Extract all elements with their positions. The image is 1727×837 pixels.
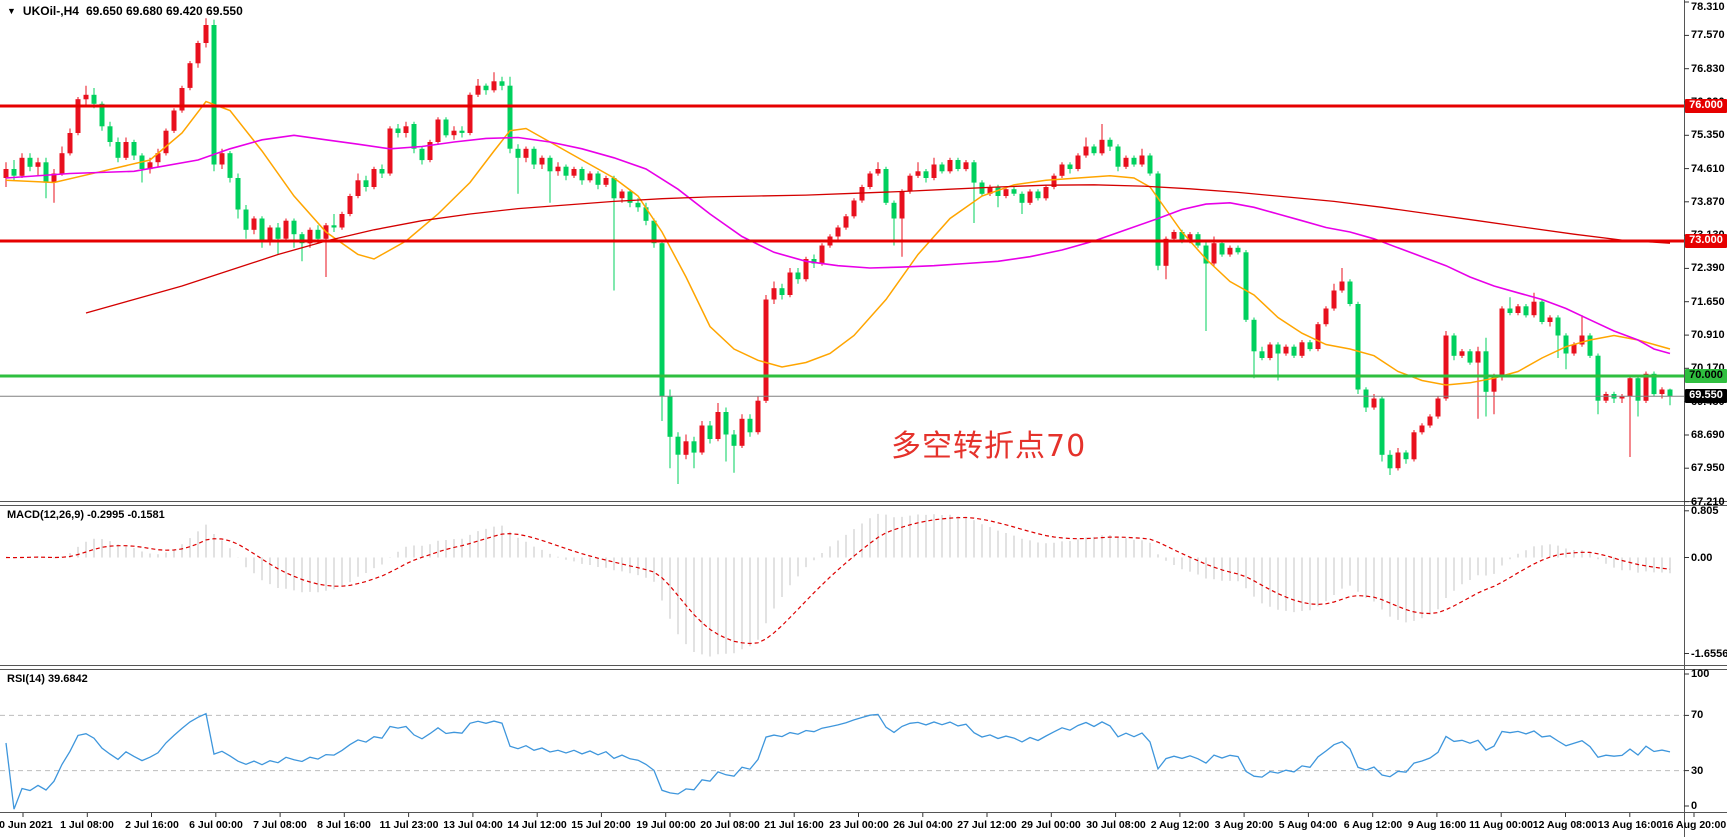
price-badge: 69.550 bbox=[1685, 389, 1727, 403]
time-tick-label: 16 Aug 20:00 bbox=[1661, 819, 1727, 831]
fast-ma-orange bbox=[5, 100, 1671, 386]
time-tick-label: 12 Aug 08:00 bbox=[1532, 819, 1598, 831]
time-tick-label: 19 Jul 00:00 bbox=[636, 819, 696, 831]
slow-ma-red bbox=[85, 184, 1671, 314]
price-tick-label: 70.910 bbox=[1691, 329, 1725, 342]
macd-indicator-label: MACD(12,26,9) -0.2995 -0.1581 bbox=[7, 509, 165, 521]
rsi-indicator-label: RSI(14) 39.6842 bbox=[7, 673, 88, 685]
symbol-label: UKOil-,H4 bbox=[22, 4, 79, 18]
rsi-tick-label: 70 bbox=[1691, 709, 1704, 722]
price-badge: 70.000 bbox=[1685, 369, 1727, 383]
time-tick-label: 3 Aug 20:00 bbox=[1214, 819, 1274, 831]
price-axis[interactable] bbox=[1684, 0, 1727, 812]
time-tick-label: 21 Jul 16:00 bbox=[764, 819, 824, 831]
time-tick-label: 6 Jul 00:00 bbox=[189, 819, 243, 831]
macd-signal-line bbox=[5, 516, 1671, 645]
time-tick-label: 13 Jul 04:00 bbox=[443, 819, 503, 831]
price-tick-label: 67.950 bbox=[1691, 462, 1725, 475]
main-chart-pane[interactable] bbox=[0, 0, 1684, 501]
macd-tick-label: 0.805 bbox=[1691, 504, 1719, 517]
price-badge: 76.000 bbox=[1685, 99, 1727, 113]
rsi-line bbox=[5, 712, 1671, 810]
price-tick-label: 76.830 bbox=[1691, 62, 1725, 75]
price-tick-label: 73.870 bbox=[1691, 195, 1725, 208]
time-tick-label: 14 Jul 12:00 bbox=[507, 819, 567, 831]
price-tick-label: 68.690 bbox=[1691, 428, 1725, 441]
time-tick-label: 13 Aug 16:00 bbox=[1597, 819, 1663, 831]
time-tick-label: 26 Jul 04:00 bbox=[893, 819, 953, 831]
price-tick-label: 75.350 bbox=[1691, 129, 1725, 142]
price-badge: 73.000 bbox=[1685, 234, 1727, 248]
price-tick-label: 67.210 bbox=[1691, 495, 1725, 508]
time-tick-label: 15 Jul 20:00 bbox=[571, 819, 631, 831]
time-tick-label: 30 Jul 08:00 bbox=[1086, 819, 1146, 831]
time-tick-label: 9 Aug 16:00 bbox=[1407, 819, 1467, 831]
chart-title-bar: ▼ UKOil-,H4 69.650 69.680 69.420 69.550 bbox=[7, 4, 243, 18]
time-tick-label: 11 Aug 00:00 bbox=[1469, 819, 1533, 831]
macd-tick-label: 0.00 bbox=[1691, 551, 1713, 564]
time-tick-label: 2 Aug 12:00 bbox=[1150, 819, 1210, 831]
rsi-tick-label: 100 bbox=[1691, 668, 1710, 680]
rsi-pane[interactable] bbox=[0, 670, 1684, 812]
ohlc-values: 69.650 69.680 69.420 69.550 bbox=[85, 4, 243, 18]
chevron-down-icon[interactable]: ▼ bbox=[7, 6, 16, 16]
macd-pane[interactable] bbox=[0, 506, 1684, 665]
time-tick-label: 8 Jul 16:00 bbox=[317, 819, 371, 831]
time-tick-label: 30 Jun 2021 bbox=[0, 819, 53, 831]
time-tick-label: 6 Aug 12:00 bbox=[1343, 819, 1403, 831]
rsi-tick-label: 30 bbox=[1691, 764, 1704, 777]
price-tick-label: 78.310 bbox=[1691, 1, 1725, 13]
time-tick-label: 27 Jul 12:00 bbox=[957, 819, 1017, 831]
annotation-text: 多空转折点70 bbox=[891, 429, 1087, 464]
mid-ma-magenta bbox=[5, 134, 1671, 355]
time-tick-label: 5 Aug 04:00 bbox=[1278, 819, 1338, 831]
price-tick-label: 74.610 bbox=[1691, 162, 1725, 175]
time-tick-label: 23 Jul 00:00 bbox=[829, 819, 889, 831]
price-tick-label: 72.390 bbox=[1691, 262, 1725, 275]
time-axis[interactable] bbox=[0, 813, 1727, 837]
time-tick-label: 2 Jul 16:00 bbox=[125, 819, 179, 831]
time-tick-label: 1 Jul 08:00 bbox=[60, 819, 114, 831]
rsi-tick-label: 0 bbox=[1691, 800, 1698, 812]
price-tick-label: 77.570 bbox=[1691, 29, 1725, 42]
time-tick-label: 11 Jul 23:00 bbox=[379, 819, 439, 831]
macd-tick-label: -1.6556 bbox=[1691, 647, 1727, 660]
time-tick-label: 20 Jul 08:00 bbox=[700, 819, 760, 831]
price-tick-label: 71.650 bbox=[1691, 295, 1725, 308]
macd-histogram bbox=[13, 513, 1671, 657]
time-tick-label: 7 Jul 08:00 bbox=[253, 819, 307, 831]
time-tick-label: 29 Jul 00:00 bbox=[1021, 819, 1081, 831]
